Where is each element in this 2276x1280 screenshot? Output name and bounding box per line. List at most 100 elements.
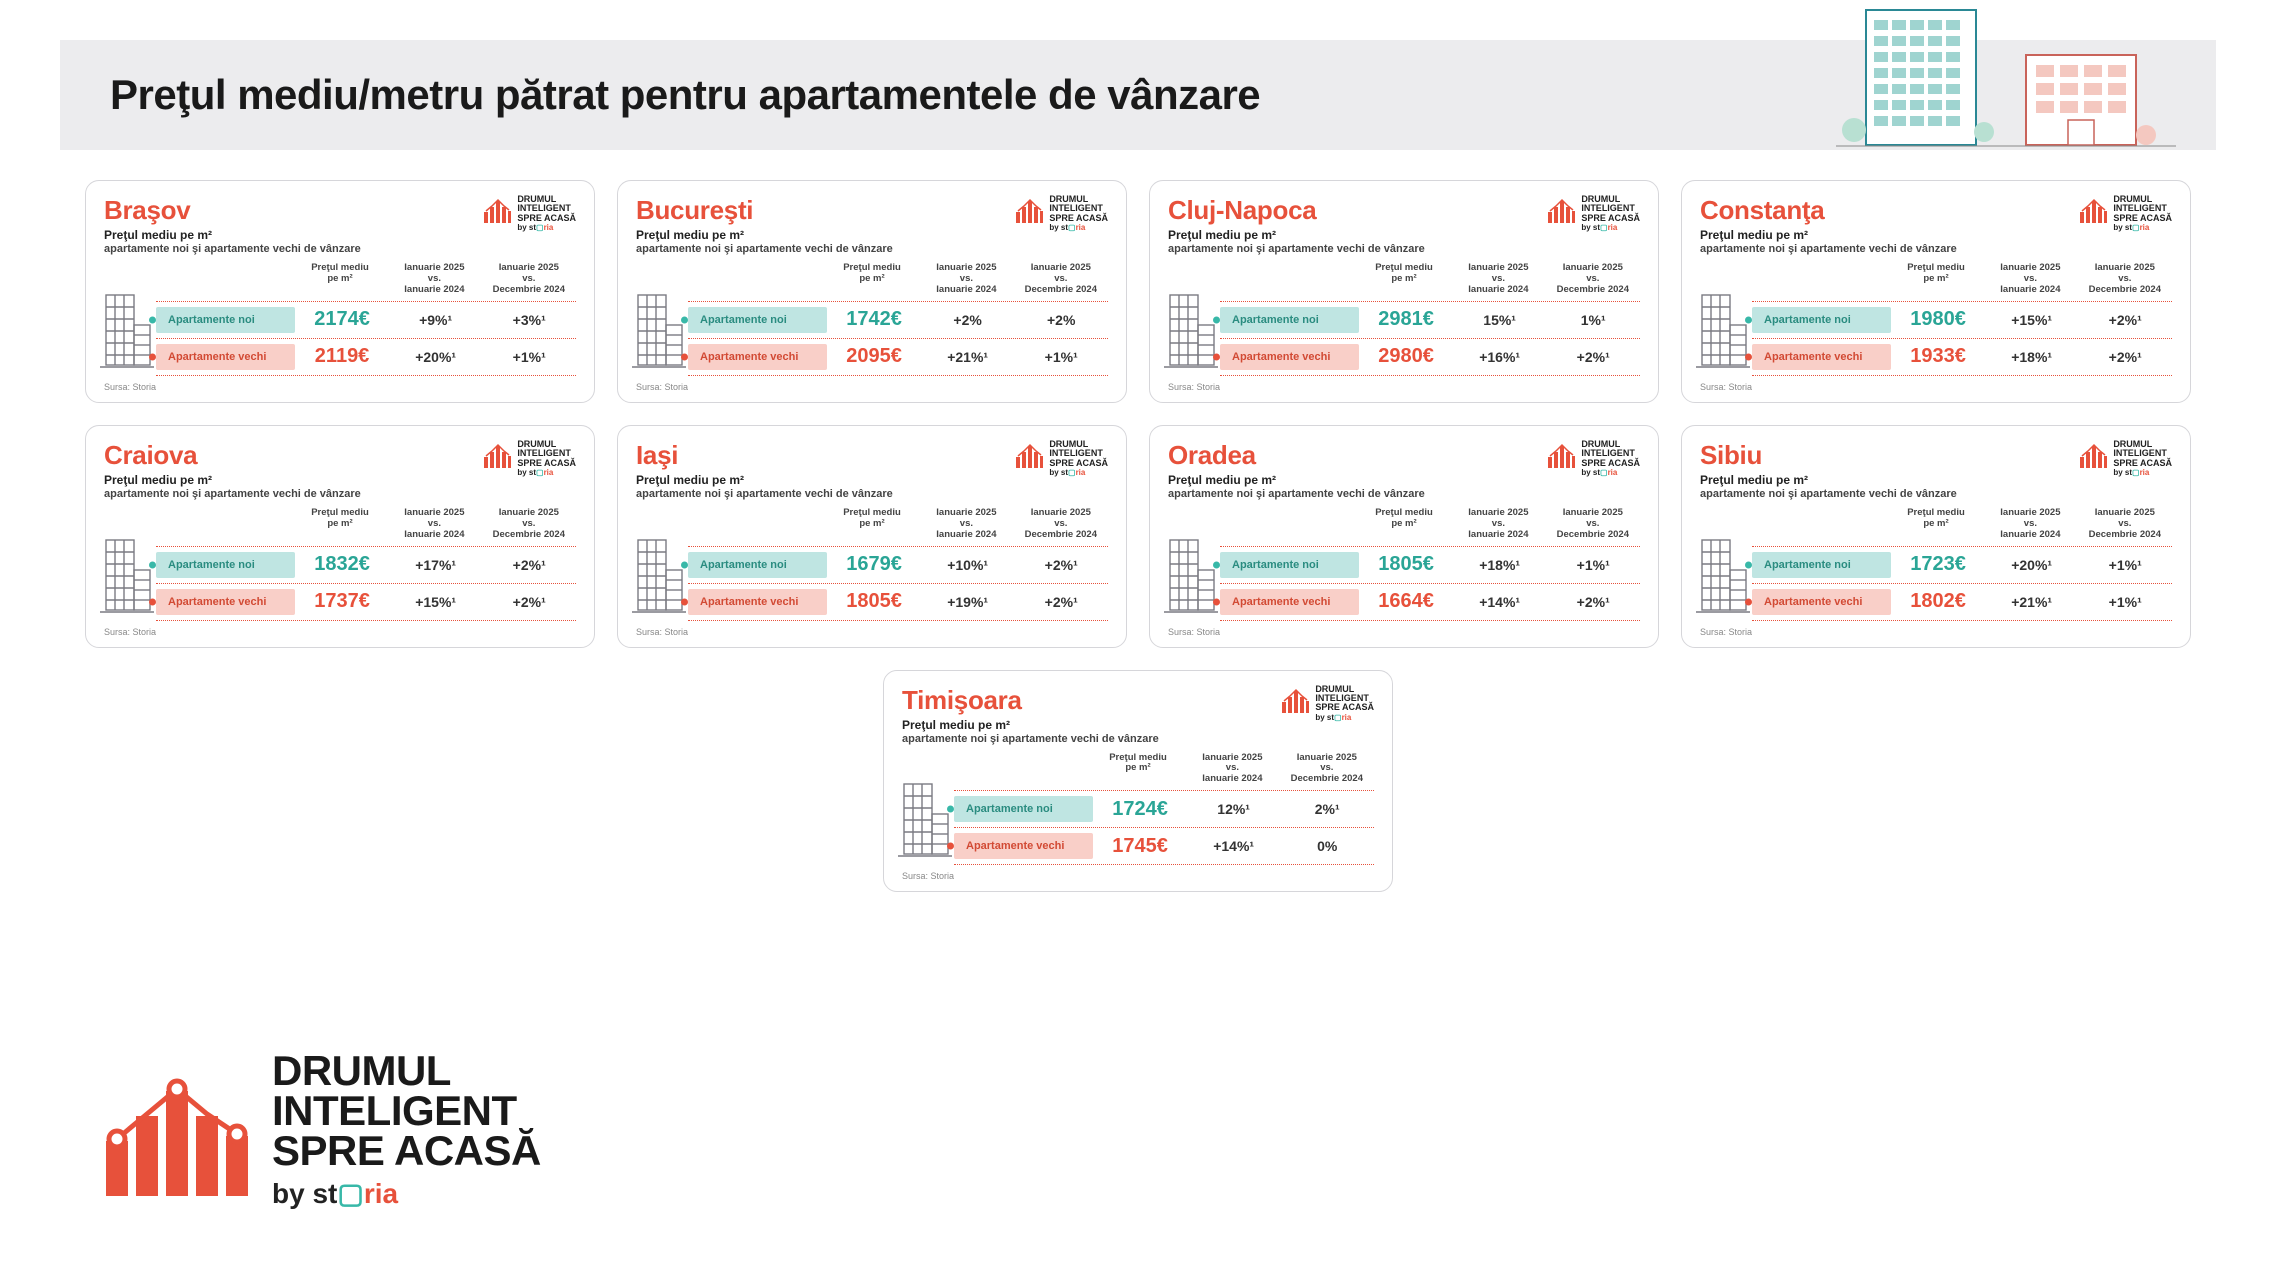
card-mini-logo: DRUMULINTELIGENTSPRE ACASĂ by st▢ria bbox=[1547, 440, 1640, 477]
brand-text-block: DRUMUL INTELIGENT SPRE ACASĂ by st▢ria bbox=[272, 1051, 541, 1210]
row-new-apartments: Apartamente noi 1724€ 12%¹ 2%¹ bbox=[954, 796, 1374, 822]
row-new-label: Apartamente noi bbox=[1220, 307, 1359, 333]
city-card: Braşov Preţul mediu pe m² apartamente no… bbox=[85, 180, 595, 403]
mini-bars-icon bbox=[1547, 195, 1575, 225]
row-new-apartments: Apartamente noi 1723€ +20%¹ +1%¹ bbox=[1752, 552, 2172, 578]
col-header-price: Preţul mediupe m² bbox=[825, 508, 919, 541]
row-old-apartments: Apartamente vechi 2095€ +21%¹ +1%¹ bbox=[688, 344, 1108, 370]
city-name: Craiova bbox=[104, 440, 361, 471]
card-subtitle2: apartamente noi şi apartamente vechi de … bbox=[636, 243, 893, 255]
yoy-new: +18%¹ bbox=[1453, 557, 1547, 573]
mom-old: +2%¹ bbox=[1546, 349, 1640, 365]
col-header-yoy: Ianuarie 2025vs.Ianuarie 2024 bbox=[919, 263, 1013, 296]
col-header-yoy: Ianuarie 2025vs.Ianuarie 2024 bbox=[387, 508, 481, 541]
col-header-yoy: Ianuarie 2025vs.Ianuarie 2024 bbox=[1451, 508, 1545, 541]
price-old: 1737€ bbox=[295, 590, 389, 613]
yoy-new: +20%¹ bbox=[1985, 557, 2079, 573]
price-new: 2981€ bbox=[1359, 308, 1453, 331]
city-card: Bucureşti Preţul mediu pe m² apartamente… bbox=[617, 180, 1127, 403]
price-new: 1723€ bbox=[1891, 553, 1985, 576]
row-old-label: Apartamente vechi bbox=[954, 833, 1093, 859]
page-title: Preţul mediu/metru pătrat pentru apartam… bbox=[110, 71, 1260, 119]
mini-logo-text: DRUMULINTELIGENTSPRE ACASĂ bbox=[517, 195, 576, 223]
col-header-mom: Ianuarie 2025vs.Decembrie 2024 bbox=[482, 508, 576, 541]
col-header-mom: Ianuarie 2025vs.Decembrie 2024 bbox=[1014, 263, 1108, 296]
mom-old: 0% bbox=[1280, 838, 1374, 854]
row-new-apartments: Apartamente noi 1742€ +2% +2% bbox=[688, 307, 1108, 333]
row-new-label: Apartamente noi bbox=[688, 552, 827, 578]
card-mini-logo: DRUMULINTELIGENTSPRE ACASĂ by st▢ria bbox=[2079, 440, 2172, 477]
card-subtitle1: Preţul mediu pe m² bbox=[104, 473, 361, 487]
price-new: 1742€ bbox=[827, 308, 921, 331]
mom-old: +2%¹ bbox=[1546, 594, 1640, 610]
column-headers: Preţul mediupe m² Ianuarie 2025vs.Ianuar… bbox=[1700, 508, 2172, 541]
mini-bars-icon bbox=[2079, 195, 2107, 225]
card-source: Sursa: Storia bbox=[1168, 382, 1640, 392]
card-subtitle2: apartamente noi şi apartamente vechi de … bbox=[636, 488, 893, 500]
col-header-price: Preţul mediupe m² bbox=[1357, 508, 1451, 541]
yoy-old: +15%¹ bbox=[389, 594, 483, 610]
card-subtitle1: Preţul mediu pe m² bbox=[636, 228, 893, 242]
col-header-price: Preţul mediupe m² bbox=[293, 508, 387, 541]
price-new: 2174€ bbox=[295, 308, 389, 331]
card-source: Sursa: Storia bbox=[104, 382, 576, 392]
row-new-apartments: Apartamente noi 2174€ +9%¹ +3%¹ bbox=[156, 307, 576, 333]
card-source: Sursa: Storia bbox=[104, 627, 576, 637]
mini-bars-icon bbox=[483, 440, 511, 470]
column-headers: Preţul mediupe m² Ianuarie 2025vs.Ianuar… bbox=[104, 508, 576, 541]
row-old-label: Apartamente vechi bbox=[1752, 344, 1891, 370]
col-header-price: Preţul mediupe m² bbox=[293, 263, 387, 296]
mini-logo-text: DRUMULINTELIGENTSPRE ACASĂ bbox=[517, 440, 576, 468]
row-old-label: Apartamente vechi bbox=[156, 589, 295, 615]
mini-logo-text: DRUMULINTELIGENTSPRE ACASĂ bbox=[1049, 440, 1108, 468]
card-subtitle1: Preţul mediu pe m² bbox=[1168, 228, 1425, 242]
card-subtitle2: apartamente noi şi apartamente vechi de … bbox=[1700, 488, 1957, 500]
card-source: Sursa: Storia bbox=[1700, 627, 2172, 637]
price-old: 2119€ bbox=[295, 345, 389, 368]
mini-bars-icon bbox=[1015, 440, 1043, 470]
row-old-label: Apartamente vechi bbox=[688, 589, 827, 615]
price-new: 1679€ bbox=[827, 553, 921, 576]
col-header-mom: Ianuarie 2025vs.Decembrie 2024 bbox=[482, 263, 576, 296]
yoy-old: +18%¹ bbox=[1985, 349, 2079, 365]
brand-by-line: by st▢ria bbox=[272, 1177, 541, 1210]
row-old-apartments: Apartamente vechi 1805€ +19%¹ +2%¹ bbox=[688, 589, 1108, 615]
card-subtitle1: Preţul mediu pe m² bbox=[1700, 473, 1957, 487]
row-old-label: Apartamente vechi bbox=[1220, 344, 1359, 370]
mini-logo-by: by st▢ria bbox=[1049, 223, 1108, 232]
city-name: Constanţa bbox=[1700, 195, 1957, 226]
city-card: Iaşi Preţul mediu pe m² apartamente noi … bbox=[617, 425, 1127, 648]
card-mini-logo: DRUMULINTELIGENTSPRE ACASĂ by st▢ria bbox=[483, 440, 576, 477]
col-header-yoy: Ianuarie 2025vs.Ianuarie 2024 bbox=[1983, 508, 2077, 541]
card-subtitle2: apartamente noi şi apartamente vechi de … bbox=[1700, 243, 1957, 255]
mini-logo-by: by st▢ria bbox=[517, 223, 576, 232]
mini-bars-icon bbox=[1281, 685, 1309, 715]
column-headers: Preţul mediupe m² Ianuarie 2025vs.Ianuar… bbox=[636, 263, 1108, 296]
mini-logo-by: by st▢ria bbox=[1315, 713, 1374, 722]
column-headers: Preţul mediupe m² Ianuarie 2025vs.Ianuar… bbox=[902, 753, 1374, 786]
price-old: 1805€ bbox=[827, 590, 921, 613]
price-old: 1745€ bbox=[1093, 835, 1187, 858]
row-old-label: Apartamente vechi bbox=[688, 344, 827, 370]
row-old-apartments: Apartamente vechi 2980€ +16%¹ +2%¹ bbox=[1220, 344, 1640, 370]
buildings-illustration bbox=[1836, 0, 2176, 150]
col-header-price: Preţul mediupe m² bbox=[1357, 263, 1451, 296]
city-card: Sibiu Preţul mediu pe m² apartamente noi… bbox=[1681, 425, 2191, 648]
column-headers: Preţul mediupe m² Ianuarie 2025vs.Ianuar… bbox=[636, 508, 1108, 541]
card-mini-logo: DRUMULINTELIGENTSPRE ACASĂ by st▢ria bbox=[1281, 685, 1374, 722]
mom-new: +2%¹ bbox=[1014, 557, 1108, 573]
city-name: Iaşi bbox=[636, 440, 893, 471]
column-headers: Preţul mediupe m² Ianuarie 2025vs.Ianuar… bbox=[1700, 263, 2172, 296]
brand-by-label: by bbox=[272, 1178, 305, 1209]
col-header-yoy: Ianuarie 2025vs.Ianuarie 2024 bbox=[387, 263, 481, 296]
mini-logo-text: DRUMULINTELIGENTSPRE ACASĂ bbox=[2113, 195, 2172, 223]
mini-bars-icon bbox=[483, 195, 511, 225]
card-mini-logo: DRUMULINTELIGENTSPRE ACASĂ by st▢ria bbox=[483, 195, 576, 232]
card-mini-logo: DRUMULINTELIGENTSPRE ACASĂ by st▢ria bbox=[1015, 195, 1108, 232]
header-bar: Preţul mediu/metru pătrat pentru apartam… bbox=[60, 40, 2216, 150]
mini-logo-by: by st▢ria bbox=[2113, 468, 2172, 477]
city-name: Oradea bbox=[1168, 440, 1425, 471]
yoy-old: +14%¹ bbox=[1453, 594, 1547, 610]
col-header-mom: Ianuarie 2025vs.Decembrie 2024 bbox=[1014, 508, 1108, 541]
mom-old: +1%¹ bbox=[2078, 594, 2172, 610]
